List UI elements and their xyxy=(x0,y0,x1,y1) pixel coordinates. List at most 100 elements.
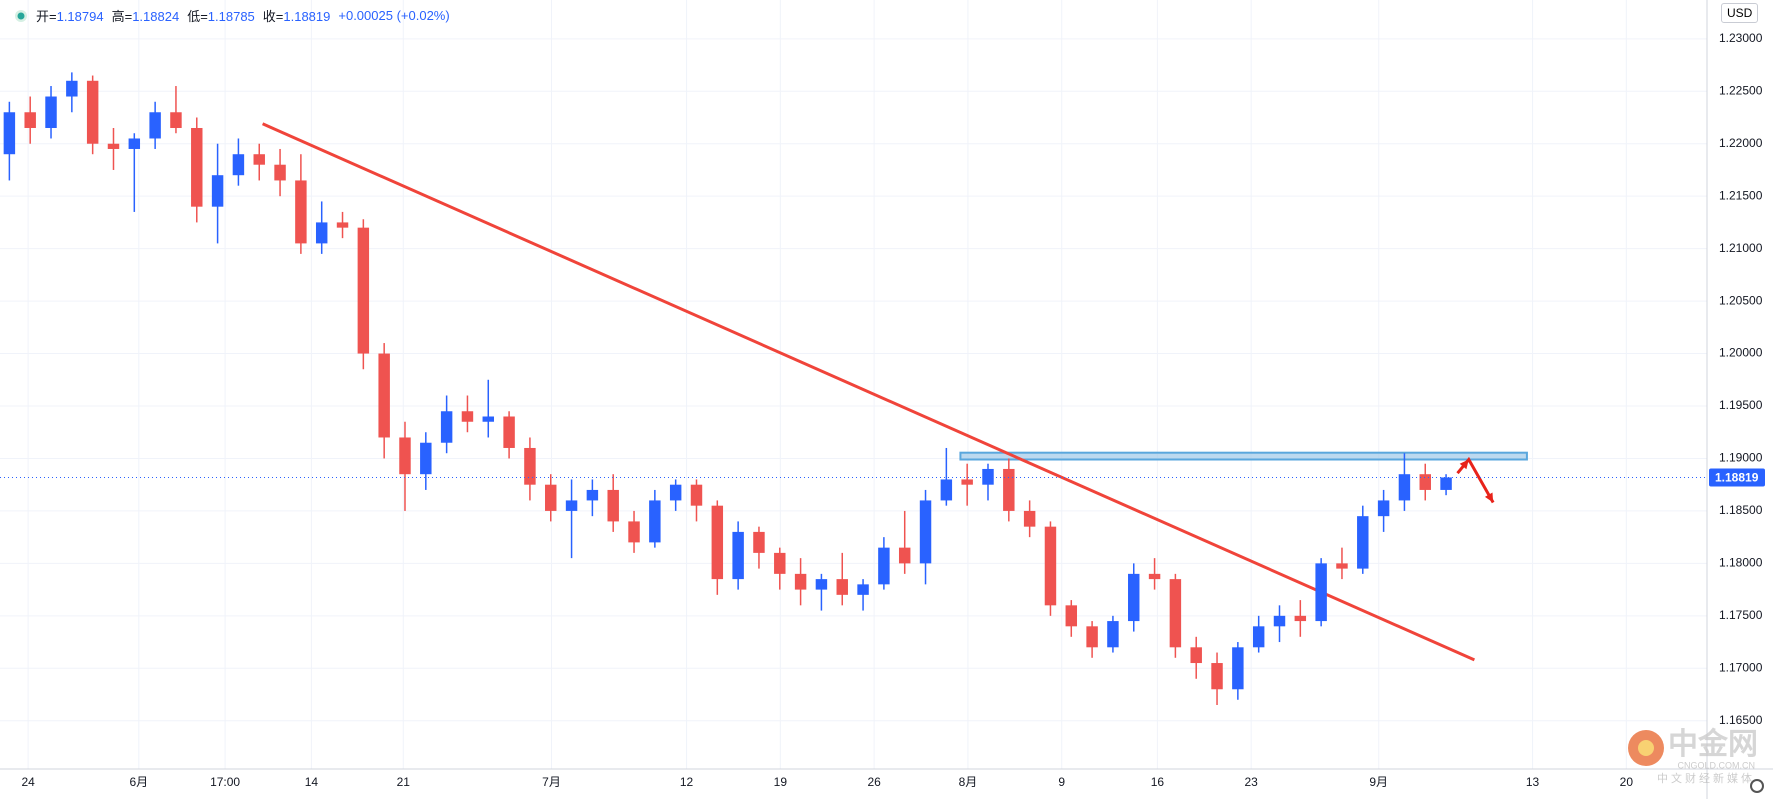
candle-body xyxy=(1044,526,1057,606)
candle-body xyxy=(1315,563,1327,622)
candle-body xyxy=(1086,626,1098,648)
candle-body xyxy=(1336,563,1348,569)
x-tick-label: 8月 xyxy=(959,775,978,789)
x-tick-label: 7月 xyxy=(542,775,561,789)
x-tick-label: 12 xyxy=(680,775,694,789)
currency-button[interactable]: USD xyxy=(1721,3,1759,23)
candle-body xyxy=(503,416,515,448)
candle-body xyxy=(940,479,953,501)
candle-body xyxy=(815,579,828,590)
y-tick-label: 1.22500 xyxy=(1719,83,1763,97)
ohlc-label: 高= xyxy=(111,9,133,24)
candle-body xyxy=(1273,615,1286,627)
y-tick-label: 1.18500 xyxy=(1719,503,1763,517)
ohlc-item: 收=1.18819 xyxy=(263,6,331,25)
resistance-zone xyxy=(959,451,1528,461)
ohlc-label: 收= xyxy=(262,9,284,24)
candle-body xyxy=(1023,510,1036,527)
last-price-tag xyxy=(1709,468,1765,487)
y-tick-label: 1.18000 xyxy=(1719,556,1763,570)
candle-body xyxy=(628,521,640,543)
trendline xyxy=(262,122,1476,662)
y-tick-label: 1.16500 xyxy=(1719,713,1763,727)
y-tick-label: 1.20500 xyxy=(1719,293,1763,307)
candle-body xyxy=(857,584,869,595)
x-tick-label: 19 xyxy=(774,775,788,789)
candle-body xyxy=(232,154,245,176)
candle-body xyxy=(878,547,890,585)
candle-body xyxy=(66,80,78,97)
candle-body xyxy=(149,112,161,139)
candle-body xyxy=(1252,626,1265,648)
x-tick-label: 24 xyxy=(21,775,35,789)
candle-body xyxy=(1377,500,1390,517)
candle-body xyxy=(1128,573,1140,622)
candle-body xyxy=(1107,621,1119,648)
ohlc-value: 1.18785 xyxy=(207,9,255,24)
y-tick-label: 1.19500 xyxy=(1719,398,1763,412)
candle-body xyxy=(961,479,973,485)
candle-body xyxy=(982,468,994,485)
candle-body xyxy=(128,138,141,149)
y-tick-label: 1.20000 xyxy=(1719,346,1763,360)
watermark-name: 中金网 xyxy=(1668,727,1758,761)
candle-body xyxy=(545,484,557,511)
candle-body xyxy=(649,500,661,543)
y-tick-label: 1.17000 xyxy=(1719,660,1763,674)
x-tick-label: 21 xyxy=(397,775,411,789)
candle-body xyxy=(1190,647,1202,664)
candle-body xyxy=(1211,663,1223,690)
change: +0.00025 (+0.02%) xyxy=(338,8,450,23)
candle-body xyxy=(774,552,786,574)
y-tick-label: 1.21500 xyxy=(1719,188,1763,202)
candle-body xyxy=(1398,474,1411,501)
candle-body xyxy=(607,489,619,522)
y-tick-label: 1.23000 xyxy=(1719,31,1763,45)
watermark-site: CNGOLD.COM.CN xyxy=(1677,760,1755,770)
y-tick-label: 1.22000 xyxy=(1719,136,1763,150)
candle-body xyxy=(898,547,911,564)
x-tick-label: 16 xyxy=(1151,775,1165,789)
candle-body xyxy=(253,154,265,165)
ohlc-item: 开=1.18794 xyxy=(36,6,104,25)
candle-body xyxy=(1003,468,1015,511)
candle-body xyxy=(3,112,16,155)
x-tick-label: 23 xyxy=(1244,775,1258,789)
ohlc-label: 开= xyxy=(36,9,57,24)
candle-body xyxy=(1294,615,1307,622)
candle-body xyxy=(86,80,99,144)
candle-body xyxy=(24,112,36,128)
candle-body xyxy=(482,416,495,422)
candle-body xyxy=(1065,605,1078,627)
candle-body xyxy=(1419,474,1431,490)
candle-body xyxy=(711,505,724,580)
candle-body xyxy=(274,164,286,181)
ohlc-label: 低= xyxy=(187,9,208,24)
candle-body xyxy=(690,484,703,506)
candle-body xyxy=(586,489,599,501)
candle-body xyxy=(669,484,682,501)
ohlc-value: 1.18819 xyxy=(283,9,331,24)
candle-body xyxy=(211,175,224,207)
x-tick-label: 17:00 xyxy=(210,775,240,789)
settings-icon[interactable] xyxy=(1750,779,1764,793)
x-tick-label: 6月 xyxy=(129,775,148,789)
ohlc-header: 开=1.18794 高=1.18824 低=1.18785 收=1.18819 +0.0… xyxy=(14,6,450,25)
candle-body xyxy=(732,531,744,580)
ohlc-value: 1.18824 xyxy=(132,9,180,24)
x-tick-label: 26 xyxy=(867,775,881,789)
ohlc-value: 1.18794 xyxy=(56,9,104,24)
arrow-head xyxy=(1459,459,1469,470)
candle-body xyxy=(295,180,307,244)
candle-body xyxy=(1440,477,1452,490)
watermark-logo-inner xyxy=(1638,740,1654,756)
x-tick-label: 13 xyxy=(1526,775,1540,789)
candle-body xyxy=(1148,573,1161,580)
candle-body xyxy=(1232,647,1244,690)
candle-body xyxy=(336,222,349,228)
candle-body xyxy=(1169,579,1182,648)
y-tick-label: 1.21000 xyxy=(1719,241,1763,255)
